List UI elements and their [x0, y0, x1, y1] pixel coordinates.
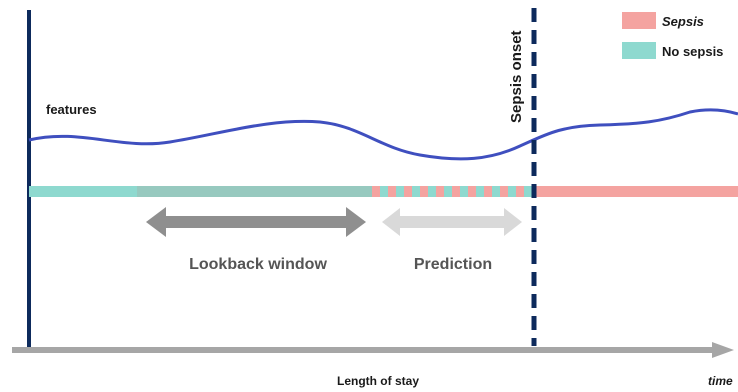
legend-swatch-no-sepsis	[622, 42, 656, 59]
length-of-stay-label: Length of stay	[337, 374, 419, 388]
legend-swatch-sepsis	[622, 12, 656, 29]
feature-curve	[29, 110, 738, 159]
time-axis	[12, 342, 734, 358]
time-label: time	[708, 374, 733, 388]
prediction-label: Prediction	[414, 256, 492, 273]
legend-label-no-sepsis: No sepsis	[662, 44, 723, 59]
label-bar	[29, 186, 738, 197]
legend: Sepsis No sepsis	[622, 12, 723, 59]
label-bar-no-sepsis-early	[29, 186, 137, 197]
lookback-window-label: Lookback window	[189, 256, 327, 273]
legend-label-sepsis: Sepsis	[662, 14, 704, 29]
sepsis-onset-label: Sepsis onset	[508, 30, 525, 123]
prediction-arrow	[382, 208, 522, 236]
features-label: features	[46, 102, 97, 117]
label-bar-prediction-striped	[372, 186, 532, 197]
lookback-window-arrow	[146, 207, 366, 237]
label-bar-sepsis	[532, 186, 738, 197]
label-bar-no-sepsis-lookback	[137, 186, 372, 197]
